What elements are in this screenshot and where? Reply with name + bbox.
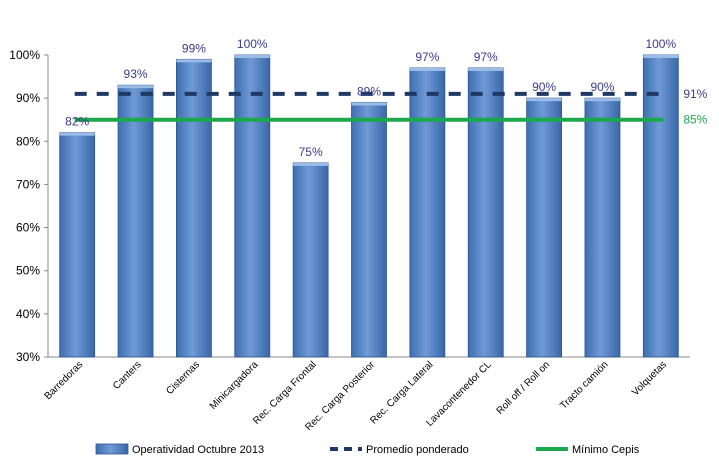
bar-top bbox=[176, 59, 212, 63]
bar-value-label: 97% bbox=[474, 50, 498, 64]
bar-top bbox=[468, 67, 504, 71]
legend-label: Promedio ponderado bbox=[366, 444, 469, 456]
y-tick-label: 50% bbox=[16, 264, 40, 278]
y-tick-label: 90% bbox=[16, 91, 40, 105]
bar bbox=[59, 132, 96, 358]
bar bbox=[409, 67, 446, 358]
y-tick-label: 100% bbox=[9, 48, 40, 62]
bar bbox=[176, 58, 212, 358]
legend-swatch-bar bbox=[95, 443, 129, 455]
category-label: Barredoras bbox=[43, 359, 86, 402]
legend: Operatividad Octubre 2013 Promedio ponder… bbox=[95, 443, 640, 456]
bar-value-label: 99% bbox=[182, 41, 206, 55]
bar-top bbox=[526, 98, 562, 102]
bar-top bbox=[293, 162, 329, 166]
category-label: Volquetas bbox=[630, 359, 669, 398]
bar bbox=[117, 84, 154, 358]
bar-value-label: 89% bbox=[357, 84, 381, 98]
category-labels: Barredoras Canters Cisternas MinicargadoraR… bbox=[43, 359, 669, 433]
category-label: Lavacontenedor CL bbox=[424, 359, 494, 429]
category-label: Rec. Carga Frontal bbox=[251, 359, 319, 427]
bars bbox=[59, 54, 679, 358]
y-axis: 30% 40% 50% 60% 70% 80% 90% 100% bbox=[9, 48, 49, 364]
bar-value-label: 90% bbox=[532, 80, 556, 94]
bar-value-label: 75% bbox=[299, 145, 323, 159]
reference-line-label: 85% bbox=[683, 113, 707, 127]
bar bbox=[526, 97, 562, 358]
category-label: Roll off / Roll on bbox=[495, 359, 553, 417]
bar-value-label: 100% bbox=[645, 37, 676, 51]
bar-top bbox=[118, 85, 154, 89]
category-label: Minicargadora bbox=[208, 359, 261, 412]
bar-top bbox=[643, 55, 679, 58]
bar-value-label: 100% bbox=[237, 37, 268, 51]
bar-value-label: 82% bbox=[65, 115, 89, 129]
category-label: Canters bbox=[111, 359, 144, 392]
bar-value-label: 93% bbox=[124, 67, 148, 81]
y-tick-label: 80% bbox=[16, 134, 40, 148]
y-tick-label: 70% bbox=[16, 177, 40, 191]
bar bbox=[642, 54, 679, 358]
reference-line-label: 91% bbox=[683, 87, 707, 101]
bar bbox=[467, 67, 504, 358]
bar-top bbox=[234, 55, 270, 58]
y-tick-label: 60% bbox=[16, 221, 40, 235]
legend-label: Operatividad Octubre 2013 bbox=[132, 444, 264, 456]
bar-top bbox=[584, 98, 620, 102]
category-label: Tracto camión bbox=[558, 359, 610, 411]
bar bbox=[351, 102, 387, 358]
reference-lines: 91% 85% bbox=[74, 87, 708, 127]
bar-value-label: 90% bbox=[590, 80, 614, 94]
y-tick-label: 30% bbox=[16, 350, 40, 364]
bar-top bbox=[351, 102, 387, 106]
bar bbox=[292, 162, 329, 358]
bar-top bbox=[409, 67, 445, 71]
y-tick-label: 40% bbox=[16, 307, 40, 321]
bar-value-label: 97% bbox=[415, 50, 439, 64]
bar-top bbox=[59, 132, 95, 136]
bar bbox=[584, 97, 621, 358]
data-labels: 82% 93% 99% 100% 75% 89% 97% 97% 90% 90% 100% bbox=[65, 37, 676, 159]
category-label: Rec. Carga Lateral bbox=[368, 359, 435, 426]
bar bbox=[234, 54, 271, 358]
category-label: Cisternas bbox=[164, 359, 202, 397]
legend-label: Mínimo Cepis bbox=[572, 444, 640, 456]
